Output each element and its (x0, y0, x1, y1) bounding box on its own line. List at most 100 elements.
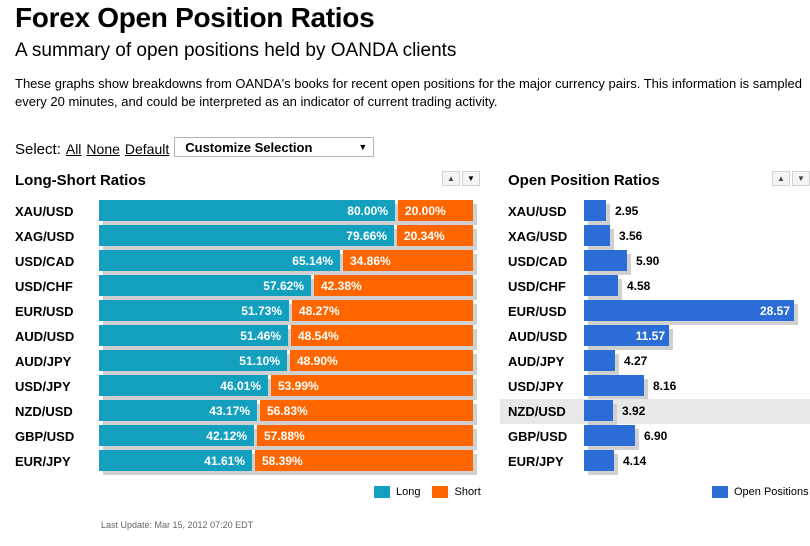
currency-pair-label: GBP/USD (15, 429, 75, 444)
open-position-value: 4.14 (623, 454, 647, 468)
legend-swatch-long (374, 486, 390, 498)
open-position-bar[interactable] (584, 425, 635, 446)
open-position-bar[interactable] (584, 275, 618, 296)
open-position-row: USD/CHF 4.58 (0, 274, 810, 300)
open-position-value: 2.95 (615, 204, 639, 218)
long-short-row: NZD/USD 43.17% 56.83% (0, 399, 490, 425)
open-position-row: EUR/USD 28.57 (0, 299, 810, 325)
long-bar[interactable]: 57.62% (99, 275, 311, 296)
open-position-chart-title: Open Position Ratios (508, 172, 660, 189)
open-position-value: 8.16 (653, 379, 677, 393)
open-position-bar[interactable] (584, 200, 606, 221)
short-bar[interactable]: 42.38% (314, 275, 473, 296)
long-short-row: USD/JPY 46.01% 53.99% (0, 374, 490, 400)
long-bar[interactable]: 51.46% (99, 325, 288, 346)
long-short-chart-title: Long-Short Ratios (15, 172, 146, 189)
currency-pair-label: XAU/USD (508, 204, 567, 219)
open-position-row: GBP/USD 6.90 (0, 424, 810, 450)
chevron-down-icon: ▼ (358, 142, 368, 152)
currency-pair-label: USD/JPY (508, 379, 564, 394)
currency-pair-label: EUR/USD (15, 304, 74, 319)
long-short-row: AUD/USD 51.46% 48.54% (0, 324, 490, 350)
short-bar[interactable]: 56.83% (260, 400, 473, 421)
page-description: These graphs show breakdowns from OANDA'… (15, 76, 802, 109)
short-bar[interactable]: 20.34% (397, 225, 473, 246)
open-position-row: XAU/USD 2.95 (0, 199, 810, 225)
long-short-row: EUR/USD 51.73% 48.27% (0, 299, 490, 325)
long-bar[interactable]: 43.17% (99, 400, 257, 421)
sort-down-icon[interactable]: ▼ (792, 171, 810, 186)
open-position-row: USD/CAD 5.90 (0, 249, 810, 275)
open-position-sort-controls: ▲ ▼ (770, 171, 810, 186)
dropdown-value: Customize Selection (185, 139, 313, 155)
short-bar[interactable]: 20.00% (398, 200, 473, 221)
open-position-value: 4.58 (627, 279, 651, 293)
long-bar[interactable]: 51.73% (99, 300, 289, 321)
sort-down-icon[interactable]: ▼ (462, 171, 480, 186)
short-bar[interactable]: 48.90% (290, 350, 473, 371)
select-all-link[interactable]: All (65, 141, 82, 157)
open-position-row: XAG/USD 3.56 (0, 224, 810, 250)
currency-pair-label: AUD/USD (15, 329, 75, 344)
customize-selection-dropdown[interactable]: Customize Selection ▼ (174, 137, 375, 157)
currency-pair-label: AUD/JPY (508, 354, 565, 369)
currency-pair-label: EUR/USD (508, 304, 567, 319)
long-bar[interactable]: 41.61% (99, 450, 252, 471)
long-bar[interactable]: 46.01% (99, 375, 268, 396)
long-short-row: USD/CAD 65.14% 34.86% (0, 249, 490, 275)
long-short-row: XAU/USD 80.00% 20.00% (0, 199, 490, 225)
legend-label-long: Long (396, 486, 421, 498)
select-default-link[interactable]: Default (124, 141, 170, 157)
open-position-value: 5.90 (636, 254, 660, 268)
long-bar[interactable]: 51.10% (99, 350, 287, 371)
open-position-bar[interactable]: 28.57 (584, 300, 794, 321)
long-bar[interactable]: 79.66% (99, 225, 394, 246)
row-highlight (500, 399, 810, 424)
currency-pair-label: XAG/USD (15, 229, 75, 244)
open-position-bar[interactable] (584, 375, 644, 396)
short-bar[interactable]: 53.99% (271, 375, 473, 396)
open-position-row: NZD/USD 3.92 (0, 399, 810, 425)
open-position-bar[interactable] (584, 450, 614, 471)
long-short-row: EUR/JPY 41.61% 58.39% (0, 449, 490, 475)
open-position-row: AUD/USD 11.57 (0, 324, 810, 350)
page-title: Forex Open Position Ratios (15, 2, 375, 33)
long-bar[interactable]: 42.12% (99, 425, 254, 446)
currency-pair-label: EUR/JPY (15, 454, 71, 469)
open-position-row: EUR/JPY 4.14 (0, 449, 810, 475)
open-position-bar[interactable]: 11.57 (584, 325, 669, 346)
page-subtitle: A summary of open positions held by OAND… (15, 40, 457, 61)
open-position-value: 3.56 (619, 229, 643, 243)
currency-pair-label: AUD/USD (508, 329, 568, 344)
currency-pair-label: USD/CAD (508, 254, 568, 269)
long-short-row: XAG/USD 79.66% 20.34% (0, 224, 490, 250)
currency-pair-label: AUD/JPY (15, 354, 72, 369)
open-position-value: 6.90 (644, 429, 668, 443)
short-bar[interactable]: 58.39% (255, 450, 473, 471)
currency-pair-label: GBP/USD (508, 429, 568, 444)
currency-pair-label: USD/CHF (508, 279, 566, 294)
long-bar[interactable]: 65.14% (99, 250, 340, 271)
open-position-row: AUD/JPY 4.27 (0, 349, 810, 375)
open-position-bar[interactable] (584, 225, 610, 246)
short-bar[interactable]: 48.54% (291, 325, 473, 346)
long-short-row: GBP/USD 42.12% 57.88% (0, 424, 490, 450)
open-position-bar[interactable] (584, 400, 613, 421)
long-bar[interactable]: 80.00% (99, 200, 395, 221)
short-bar[interactable]: 34.86% (343, 250, 473, 271)
open-position-bar[interactable] (584, 350, 615, 371)
select-label: Select: (15, 140, 61, 158)
sort-up-icon[interactable]: ▲ (772, 171, 790, 186)
sort-up-icon[interactable]: ▲ (442, 171, 460, 186)
long-short-row: AUD/JPY 51.10% 48.90% (0, 349, 490, 375)
currency-pair-label: USD/JPY (15, 379, 71, 394)
open-position-row: USD/JPY 8.16 (0, 374, 810, 400)
open-position-bar[interactable] (584, 250, 627, 271)
short-bar[interactable]: 57.88% (257, 425, 473, 446)
short-bar[interactable]: 48.27% (292, 300, 473, 321)
select-none-link[interactable]: None (86, 141, 120, 157)
last-update-text: Last Update: Mar 15, 2012 07:20 EDT (101, 520, 254, 530)
selection-controls: Select: All None Default Customize Selec… (15, 137, 375, 160)
currency-pair-label: XAG/USD (508, 229, 568, 244)
currency-pair-label: XAU/USD (15, 204, 74, 219)
